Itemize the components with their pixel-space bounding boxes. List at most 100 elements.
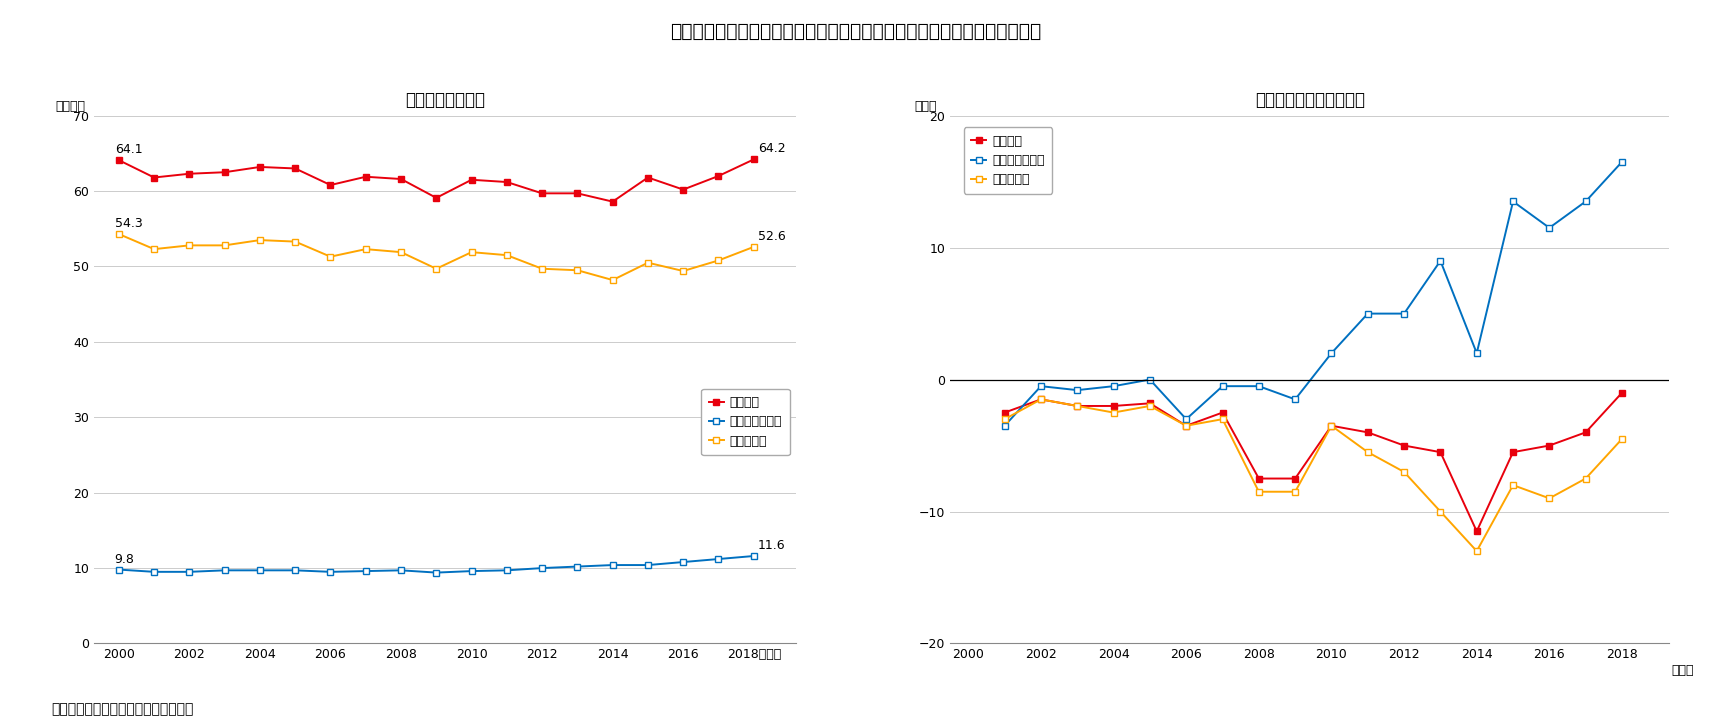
可処分所得 [1467, 547, 1488, 555]
可処分所得 [1248, 487, 1269, 496]
世帯収入 [1430, 448, 1450, 456]
可処分所得 [1286, 487, 1306, 496]
可処分所得 [567, 266, 587, 275]
税・社会保険料 [1067, 386, 1087, 395]
可処分所得 [1575, 474, 1596, 483]
税・社会保険料 [180, 568, 200, 576]
世帯収入 [1394, 441, 1414, 450]
可処分所得 [637, 258, 657, 267]
税・社会保険料 [1176, 415, 1197, 424]
Line: 世帯収入: 世帯収入 [1002, 389, 1625, 535]
税・社会保険料 [1467, 349, 1488, 358]
税・社会保険料 [1611, 158, 1632, 166]
Line: 税・社会保険料: 税・社会保険料 [115, 552, 757, 576]
税・社会保険料 [673, 557, 693, 566]
税・社会保険料 [250, 566, 270, 575]
世帯収入 [496, 178, 517, 187]
世帯収入 [673, 185, 693, 194]
税・社会保険料 [320, 568, 341, 576]
可処分所得 [180, 241, 200, 249]
Legend: 世帯収入, 税・社会保険料, 可処分所得: 世帯収入, 税・社会保険料, 可処分所得 [702, 388, 789, 455]
可処分所得 [1394, 468, 1414, 476]
Text: 54.3: 54.3 [115, 217, 142, 230]
可処分所得 [1430, 508, 1450, 516]
税・社会保険料 [426, 568, 447, 577]
世帯収入 [603, 197, 623, 206]
可処分所得 [1031, 395, 1051, 403]
世帯収入 [1140, 399, 1161, 408]
税・社会保険料 [108, 565, 128, 574]
世帯収入 [532, 189, 553, 197]
可処分所得 [709, 256, 729, 265]
税・社会保険料 [743, 552, 764, 560]
Title: （ｂ）実質増減率の推移: （ｂ）実質増減率の推移 [1255, 90, 1364, 108]
可処分所得 [603, 275, 623, 284]
税・社会保険料 [214, 566, 235, 575]
世帯収入 [1103, 402, 1123, 411]
税・社会保険料 [1140, 375, 1161, 384]
世帯収入 [1575, 428, 1596, 437]
Text: （万円）: （万円） [55, 100, 86, 113]
世帯収入 [108, 156, 128, 165]
可処分所得 [673, 267, 693, 275]
世帯収入 [250, 163, 270, 171]
税・社会保険料 [284, 566, 305, 575]
可処分所得 [743, 242, 764, 251]
Text: （％）: （％） [914, 100, 936, 113]
税・社会保険料 [144, 568, 164, 576]
可処分所得 [1176, 422, 1197, 430]
税・社会保険料 [603, 561, 623, 570]
可処分所得 [214, 241, 235, 249]
税・社会保険料 [1322, 349, 1342, 358]
Text: （年）: （年） [1671, 664, 1693, 677]
可処分所得 [1503, 481, 1524, 489]
Text: 64.1: 64.1 [115, 143, 142, 156]
世帯収入 [284, 164, 305, 173]
可処分所得 [1140, 402, 1161, 411]
税・社会保険料 [567, 562, 587, 571]
世帯収入 [461, 176, 481, 184]
世帯収入 [567, 189, 587, 197]
可処分所得 [320, 252, 341, 261]
Line: 可処分所得: 可処分所得 [115, 231, 757, 283]
可処分所得 [461, 248, 481, 257]
税・社会保険料 [1539, 223, 1560, 232]
可処分所得 [356, 245, 377, 254]
税・社会保険料 [1103, 382, 1123, 390]
世帯収入 [320, 181, 341, 189]
税・社会保険料 [709, 555, 729, 563]
可処分所得 [1611, 435, 1632, 443]
世帯収入 [995, 408, 1015, 417]
税・社会保険料 [1430, 257, 1450, 265]
Legend: 世帯収入, 税・社会保険料, 可処分所得: 世帯収入, 税・社会保険料, 可処分所得 [964, 127, 1053, 194]
世帯収入 [1611, 388, 1632, 397]
税・社会保険料 [461, 567, 481, 576]
可処分所得 [1322, 422, 1342, 430]
可処分所得 [144, 245, 164, 254]
税・社会保険料 [390, 566, 411, 575]
Text: 9.8: 9.8 [115, 552, 135, 565]
税・社会保険料 [1575, 197, 1596, 206]
税・社会保険料 [1358, 309, 1378, 318]
Title: （ａ）実額の推移: （ａ）実額の推移 [406, 90, 484, 108]
世帯収入 [1539, 441, 1560, 450]
世帯収入 [1322, 422, 1342, 430]
世帯収入 [709, 171, 729, 180]
世帯収入 [356, 172, 377, 181]
世帯収入 [1067, 402, 1087, 411]
世帯収入 [1503, 448, 1524, 456]
世帯収入 [144, 174, 164, 182]
税・社会保険料 [1394, 309, 1414, 318]
Line: 税・社会保険料: 税・社会保険料 [1002, 158, 1625, 429]
世帯収入 [426, 194, 447, 202]
税・社会保険料 [356, 567, 377, 576]
可処分所得 [1539, 494, 1560, 502]
世帯収入 [743, 155, 764, 163]
世帯収入 [214, 168, 235, 176]
世帯収入 [1212, 408, 1233, 417]
世帯収入 [1358, 428, 1378, 437]
世帯収入 [1176, 422, 1197, 430]
世帯収入 [180, 169, 200, 178]
世帯収入 [637, 174, 657, 182]
Text: 図表４　共働き子育て世帯の世帯収入・可処分所得・税社会保険料の推移: 図表４ 共働き子育て世帯の世帯収入・可処分所得・税社会保険料の推移 [671, 22, 1041, 40]
